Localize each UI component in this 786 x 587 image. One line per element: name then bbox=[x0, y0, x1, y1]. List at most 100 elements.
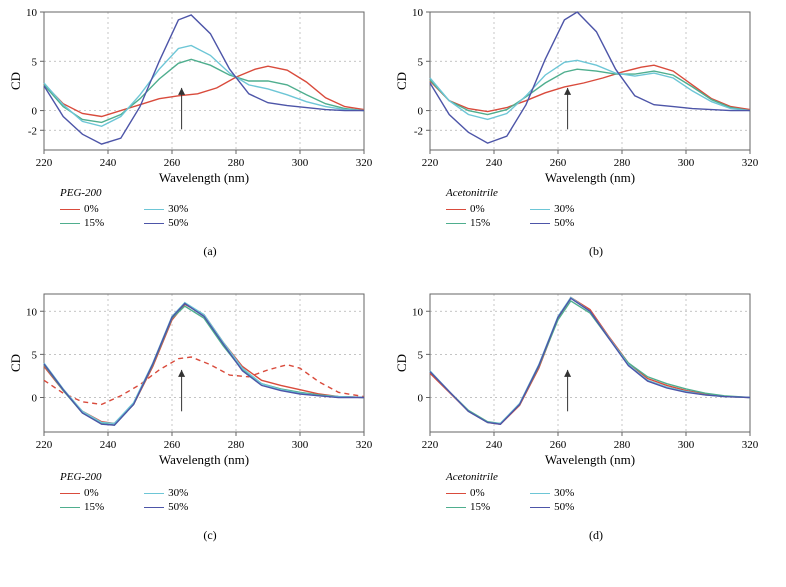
legend-swatch bbox=[530, 493, 550, 494]
legend-item: 0% bbox=[446, 486, 490, 500]
legend-item: 50% bbox=[530, 216, 574, 230]
legend-label: 15% bbox=[470, 216, 490, 230]
svg-text:0: 0 bbox=[32, 393, 38, 405]
legend-item: 0% bbox=[446, 202, 490, 216]
panel-a: 220240260280300320-20510Wavelength (nm)C… bbox=[10, 6, 378, 190]
legend-label: 30% bbox=[554, 486, 574, 500]
svg-text:5: 5 bbox=[418, 349, 424, 361]
svg-text:220: 220 bbox=[36, 439, 53, 451]
svg-text:0: 0 bbox=[32, 106, 38, 118]
legend-swatch bbox=[60, 209, 80, 210]
svg-text:10: 10 bbox=[412, 7, 424, 19]
svg-text:CD: CD bbox=[10, 354, 23, 372]
legend-d: Acetonitrile 0%15% 30%50% bbox=[446, 470, 574, 514]
legend-swatch bbox=[446, 507, 466, 508]
svg-text:220: 220 bbox=[422, 157, 439, 169]
legend-swatch bbox=[60, 507, 80, 508]
legend-label: 0% bbox=[470, 486, 485, 500]
legend-label: 15% bbox=[84, 216, 104, 230]
legend-swatch bbox=[144, 507, 164, 508]
legend-title: PEG-200 bbox=[60, 186, 188, 200]
legend-label: 0% bbox=[84, 486, 99, 500]
sublabel-c: (c) bbox=[200, 528, 220, 543]
svg-text:Wavelength (nm): Wavelength (nm) bbox=[159, 452, 249, 467]
legend-label: 50% bbox=[554, 216, 574, 230]
legend-item: 30% bbox=[144, 202, 188, 216]
svg-text:320: 320 bbox=[356, 439, 373, 451]
legend-swatch bbox=[144, 493, 164, 494]
legend-item: 30% bbox=[144, 486, 188, 500]
svg-text:-2: -2 bbox=[414, 125, 423, 137]
svg-text:240: 240 bbox=[486, 157, 503, 169]
legend-item: 15% bbox=[446, 500, 490, 514]
svg-text:280: 280 bbox=[228, 439, 245, 451]
svg-text:260: 260 bbox=[164, 157, 181, 169]
legend-swatch bbox=[60, 223, 80, 224]
svg-text:320: 320 bbox=[356, 157, 373, 169]
sublabel-d: (d) bbox=[586, 528, 606, 543]
legend-label: 50% bbox=[554, 500, 574, 514]
legend-title: Acetonitrile bbox=[446, 470, 574, 484]
panel-b: 220 240 260 280 300 320 -2 0 5 10 Wavelength (nm) C… bbox=[396, 6, 764, 190]
svg-text:Wavelength (nm): Wavelength (nm) bbox=[159, 170, 249, 185]
svg-text:CD: CD bbox=[396, 354, 409, 372]
legend-label: 30% bbox=[554, 202, 574, 216]
legend-title: PEG-200 bbox=[60, 470, 188, 484]
svg-text:0: 0 bbox=[418, 393, 424, 405]
legend-swatch bbox=[144, 209, 164, 210]
legend-label: 30% bbox=[168, 486, 188, 500]
svg-text:0: 0 bbox=[418, 106, 424, 118]
svg-text:240: 240 bbox=[100, 157, 117, 169]
legend-label: 30% bbox=[168, 202, 188, 216]
legend-label: 50% bbox=[168, 500, 188, 514]
svg-text:300: 300 bbox=[678, 157, 695, 169]
svg-text:280: 280 bbox=[228, 157, 245, 169]
legend-item: 50% bbox=[144, 500, 188, 514]
legend-item: 0% bbox=[60, 486, 104, 500]
legend-item: 15% bbox=[60, 216, 104, 230]
svg-text:320: 320 bbox=[742, 439, 759, 451]
svg-text:5: 5 bbox=[32, 56, 38, 68]
legend-a: PEG-200 0%15% 30%50% bbox=[60, 186, 188, 230]
legend-label: 15% bbox=[84, 500, 104, 514]
svg-text:260: 260 bbox=[550, 439, 567, 451]
svg-text:Wavelength (nm): Wavelength (nm) bbox=[545, 452, 635, 467]
legend-label: 0% bbox=[84, 202, 99, 216]
legend-swatch bbox=[446, 209, 466, 210]
svg-text:240: 240 bbox=[486, 439, 503, 451]
legend-label: 0% bbox=[470, 202, 485, 216]
svg-text:240: 240 bbox=[100, 439, 117, 451]
svg-text:CD: CD bbox=[10, 72, 23, 90]
legend-item: 30% bbox=[530, 202, 574, 216]
svg-text:280: 280 bbox=[614, 157, 631, 169]
svg-text:260: 260 bbox=[550, 157, 567, 169]
panel-d: 2202402602803003200510Wavelength (nm)CD bbox=[396, 288, 764, 472]
legend-item: 15% bbox=[60, 500, 104, 514]
legend-swatch bbox=[530, 507, 550, 508]
svg-text:280: 280 bbox=[614, 439, 631, 451]
svg-text:CD: CD bbox=[396, 72, 409, 90]
legend-item: 30% bbox=[530, 486, 574, 500]
legend-swatch bbox=[144, 223, 164, 224]
legend-item: 0% bbox=[60, 202, 104, 216]
svg-text:220: 220 bbox=[36, 157, 53, 169]
svg-text:Wavelength (nm): Wavelength (nm) bbox=[545, 170, 635, 185]
svg-text:5: 5 bbox=[418, 56, 424, 68]
svg-text:-2: -2 bbox=[28, 125, 37, 137]
legend-item: 50% bbox=[144, 216, 188, 230]
figure: 220 240 260 280 300 320 -2 0 5 10 Wavelength (nm) C… bbox=[0, 0, 786, 587]
svg-text:320: 320 bbox=[742, 157, 759, 169]
legend-item: 15% bbox=[446, 216, 490, 230]
panel-c: 2202402602803003200510Wavelength (nm)CD bbox=[10, 288, 378, 472]
legend-title: Acetonitrile bbox=[446, 186, 574, 200]
legend-swatch bbox=[530, 209, 550, 210]
svg-text:10: 10 bbox=[412, 306, 424, 318]
legend-swatch bbox=[446, 493, 466, 494]
legend-swatch bbox=[60, 493, 80, 494]
legend-swatch bbox=[446, 223, 466, 224]
svg-text:260: 260 bbox=[164, 439, 181, 451]
legend-swatch bbox=[530, 223, 550, 224]
legend-item: 50% bbox=[530, 500, 574, 514]
legend-c: PEG-200 0%15% 30%50% bbox=[60, 470, 188, 514]
svg-text:10: 10 bbox=[26, 306, 38, 318]
